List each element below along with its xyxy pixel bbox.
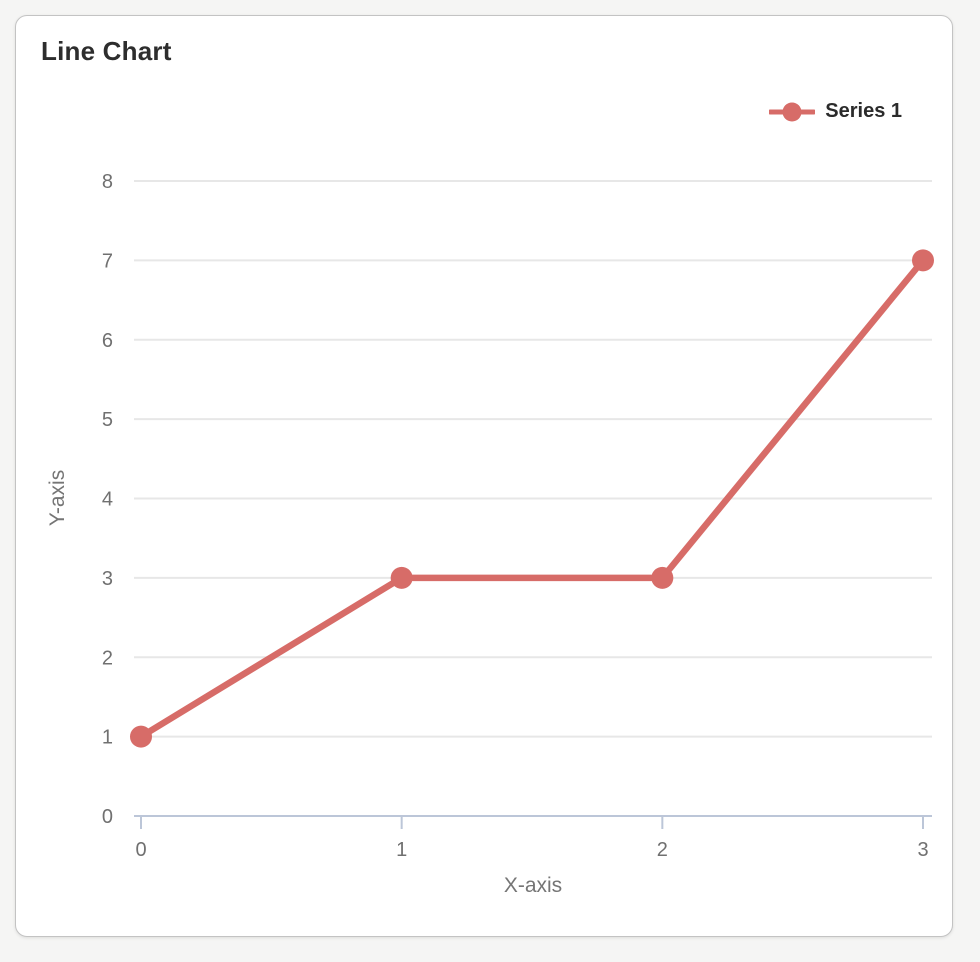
x-tick-label-0: 0 xyxy=(135,839,146,861)
data-point-x2-y3[interactable] xyxy=(651,566,674,589)
x-tick-label-3: 3 xyxy=(917,839,928,861)
data-point-x1-y3[interactable] xyxy=(390,566,413,589)
series-marker-icon xyxy=(769,102,816,121)
line-chart-card: Line Chart Series 1 0 1 2 3 4 5 6 7 8 0 1 2 3 X-axis… xyxy=(15,15,953,937)
data-point-x0-y1[interactable] xyxy=(130,725,152,748)
legend: Series 1 xyxy=(769,100,902,123)
y-tick-label-5: 5 xyxy=(102,409,113,431)
y-tick-label-0: 0 xyxy=(102,806,113,828)
y-tick-label-1: 1 xyxy=(102,727,113,749)
y-tick-label-8: 8 xyxy=(102,171,113,193)
y-tick-label-7: 7 xyxy=(102,250,113,272)
line-chart-plot: 0 1 2 3 4 5 6 7 8 0 1 2 3 xyxy=(102,171,934,861)
y-tick-label-2: 2 xyxy=(102,647,113,669)
legend-item-series-1[interactable]: Series 1 xyxy=(769,100,902,123)
y-axis-title: Y-axis xyxy=(46,469,69,527)
chart-title: Line Chart xyxy=(41,36,172,66)
y-tick-label-6: 6 xyxy=(102,330,113,352)
data-point-x3-y7[interactable] xyxy=(912,249,934,272)
series-line-series-1 xyxy=(137,257,927,740)
x-tick-label-1: 1 xyxy=(396,839,407,861)
y-tick-label-3: 3 xyxy=(102,568,113,590)
x-tick-label-2: 2 xyxy=(657,839,668,861)
legend-label: Series 1 xyxy=(825,100,902,122)
y-tick-label-4: 4 xyxy=(102,489,113,511)
x-axis-title: X-axis xyxy=(503,874,563,897)
